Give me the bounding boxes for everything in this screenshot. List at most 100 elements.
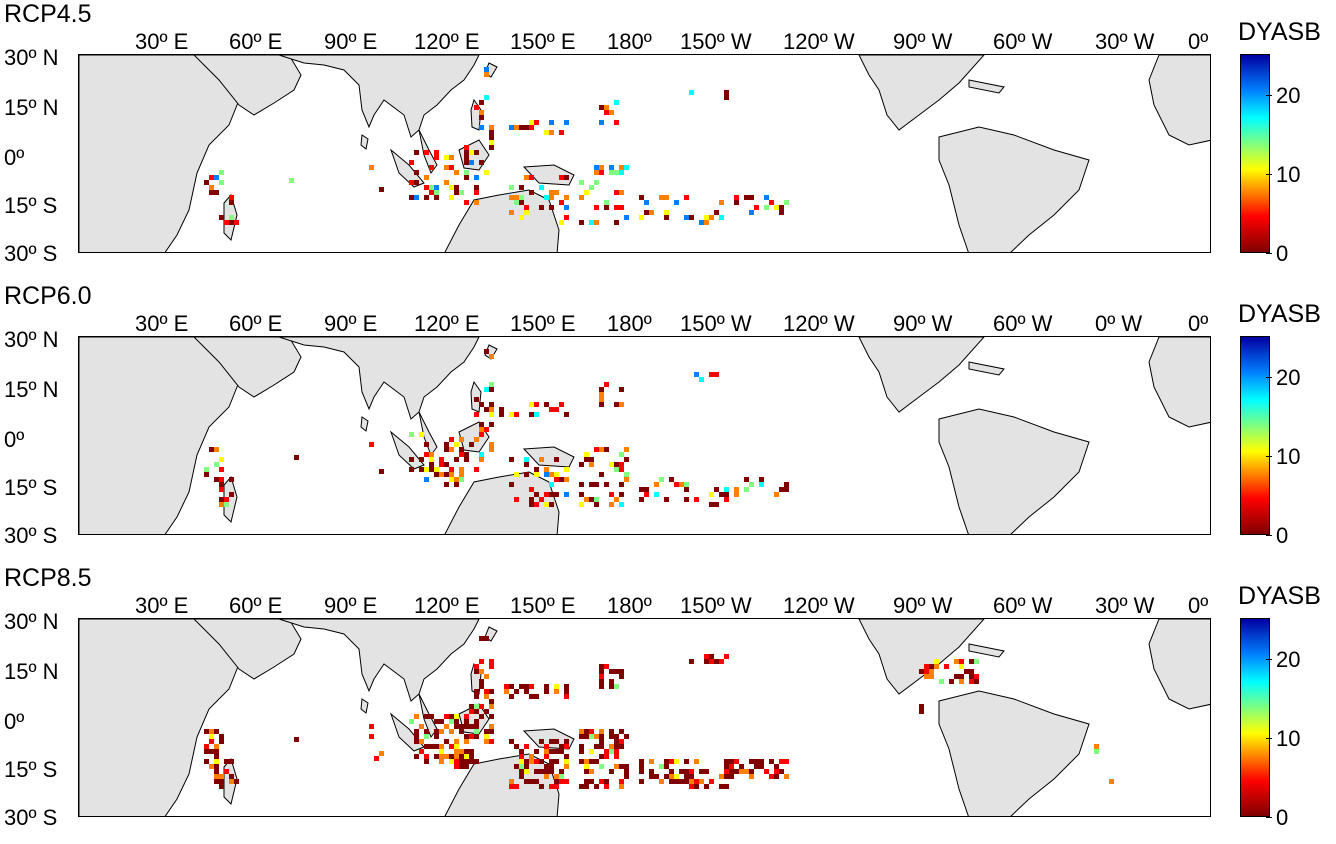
reef-cell	[589, 185, 594, 190]
reef-cell	[219, 774, 224, 779]
reef-cell	[454, 724, 459, 729]
reef-cell	[459, 447, 464, 452]
reef-cell	[214, 764, 219, 769]
land-shape	[444, 189, 560, 252]
reef-cell	[754, 759, 759, 764]
reef-cell	[709, 215, 714, 220]
reef-cell	[474, 694, 479, 699]
reef-cell	[589, 734, 594, 739]
reef-cell	[959, 679, 964, 684]
reef-cell	[429, 467, 434, 472]
reef-cell	[559, 200, 564, 205]
reef-cell	[739, 764, 744, 769]
reef-cell	[464, 734, 469, 739]
reef-cell	[209, 190, 214, 195]
reef-cell	[464, 739, 469, 744]
lat-label: 15º N	[4, 659, 59, 684]
reef-cell	[479, 684, 484, 689]
land-shape	[193, 619, 302, 680]
reef-cell	[759, 764, 764, 769]
reef-cell	[594, 220, 599, 225]
reef-cell	[614, 220, 619, 225]
reef-cell	[544, 472, 549, 477]
reef-cell	[729, 764, 734, 769]
reef-cell	[734, 487, 739, 492]
reef-cell	[594, 497, 599, 502]
reef-cell	[599, 684, 604, 689]
colorbar	[1240, 336, 1270, 535]
reef-cell	[524, 175, 529, 180]
reef-cell	[459, 467, 464, 472]
reef-cell	[509, 739, 514, 744]
reef-cell	[509, 684, 514, 689]
reef-cell	[474, 734, 479, 739]
reef-cell	[489, 422, 494, 427]
reef-cell	[614, 739, 619, 744]
reef-cell	[419, 739, 424, 744]
reef-cell	[294, 455, 299, 460]
reef-cell	[744, 195, 749, 200]
reef-cell	[549, 739, 554, 744]
reef-cell	[454, 739, 459, 744]
reef-cell	[564, 744, 569, 749]
reef-cell	[924, 669, 929, 674]
reef-cell	[734, 195, 739, 200]
land-shape	[1148, 619, 1210, 710]
reef-cell	[464, 160, 469, 165]
reef-cell	[214, 477, 219, 482]
reef-cell	[484, 709, 489, 714]
reef-cell	[619, 205, 624, 210]
reef-cell	[729, 769, 734, 774]
reef-cell	[599, 679, 604, 684]
reef-cell	[609, 462, 614, 467]
reef-cell	[724, 492, 729, 497]
reef-cell	[454, 754, 459, 759]
panel-title: RCP6.0	[4, 282, 92, 310]
reef-cell	[664, 764, 669, 769]
reef-cell	[624, 774, 629, 779]
reef-cell	[209, 734, 214, 739]
reef-cell	[714, 487, 719, 492]
reef-cell	[434, 467, 439, 472]
reef-cell	[514, 689, 519, 694]
reef-cell	[599, 472, 604, 477]
reef-cell	[424, 744, 429, 749]
reef-cell	[464, 764, 469, 769]
reef-cell	[454, 744, 459, 749]
reef-cell	[439, 754, 444, 759]
reef-cell	[369, 734, 374, 739]
reef-cell	[449, 437, 454, 442]
reef-cell	[589, 482, 594, 487]
reef-cell	[454, 714, 459, 719]
reef-cell	[604, 482, 609, 487]
reef-cell	[219, 779, 224, 784]
reef-cell	[669, 779, 674, 784]
reef-cell	[599, 754, 604, 759]
reef-cell	[464, 170, 469, 175]
reef-cell	[459, 764, 464, 769]
reef-cell	[609, 110, 614, 115]
reef-cell	[499, 412, 504, 417]
reef-cell	[509, 694, 514, 699]
lon-label: 60º W	[993, 311, 1053, 336]
colorbar-tick-mark	[1266, 174, 1272, 175]
reef-cell	[604, 754, 609, 759]
reef-cell	[559, 402, 564, 407]
reef-cell	[449, 477, 454, 482]
reef-cell	[424, 175, 429, 180]
reef-cell	[614, 764, 619, 769]
reef-cell	[619, 779, 624, 784]
lon-label: 60º W	[993, 29, 1053, 54]
reef-cell	[614, 754, 619, 759]
reef-cell	[524, 462, 529, 467]
reef-cell	[624, 769, 629, 774]
reef-cell	[214, 749, 219, 754]
reef-cell	[434, 744, 439, 749]
lon-label: 0º	[1188, 593, 1209, 618]
reef-cell	[674, 482, 679, 487]
reef-cell	[624, 447, 629, 452]
reef-cell	[724, 774, 729, 779]
reef-cell	[734, 759, 739, 764]
lon-label: 120º E	[414, 29, 480, 54]
reef-cell	[609, 744, 614, 749]
